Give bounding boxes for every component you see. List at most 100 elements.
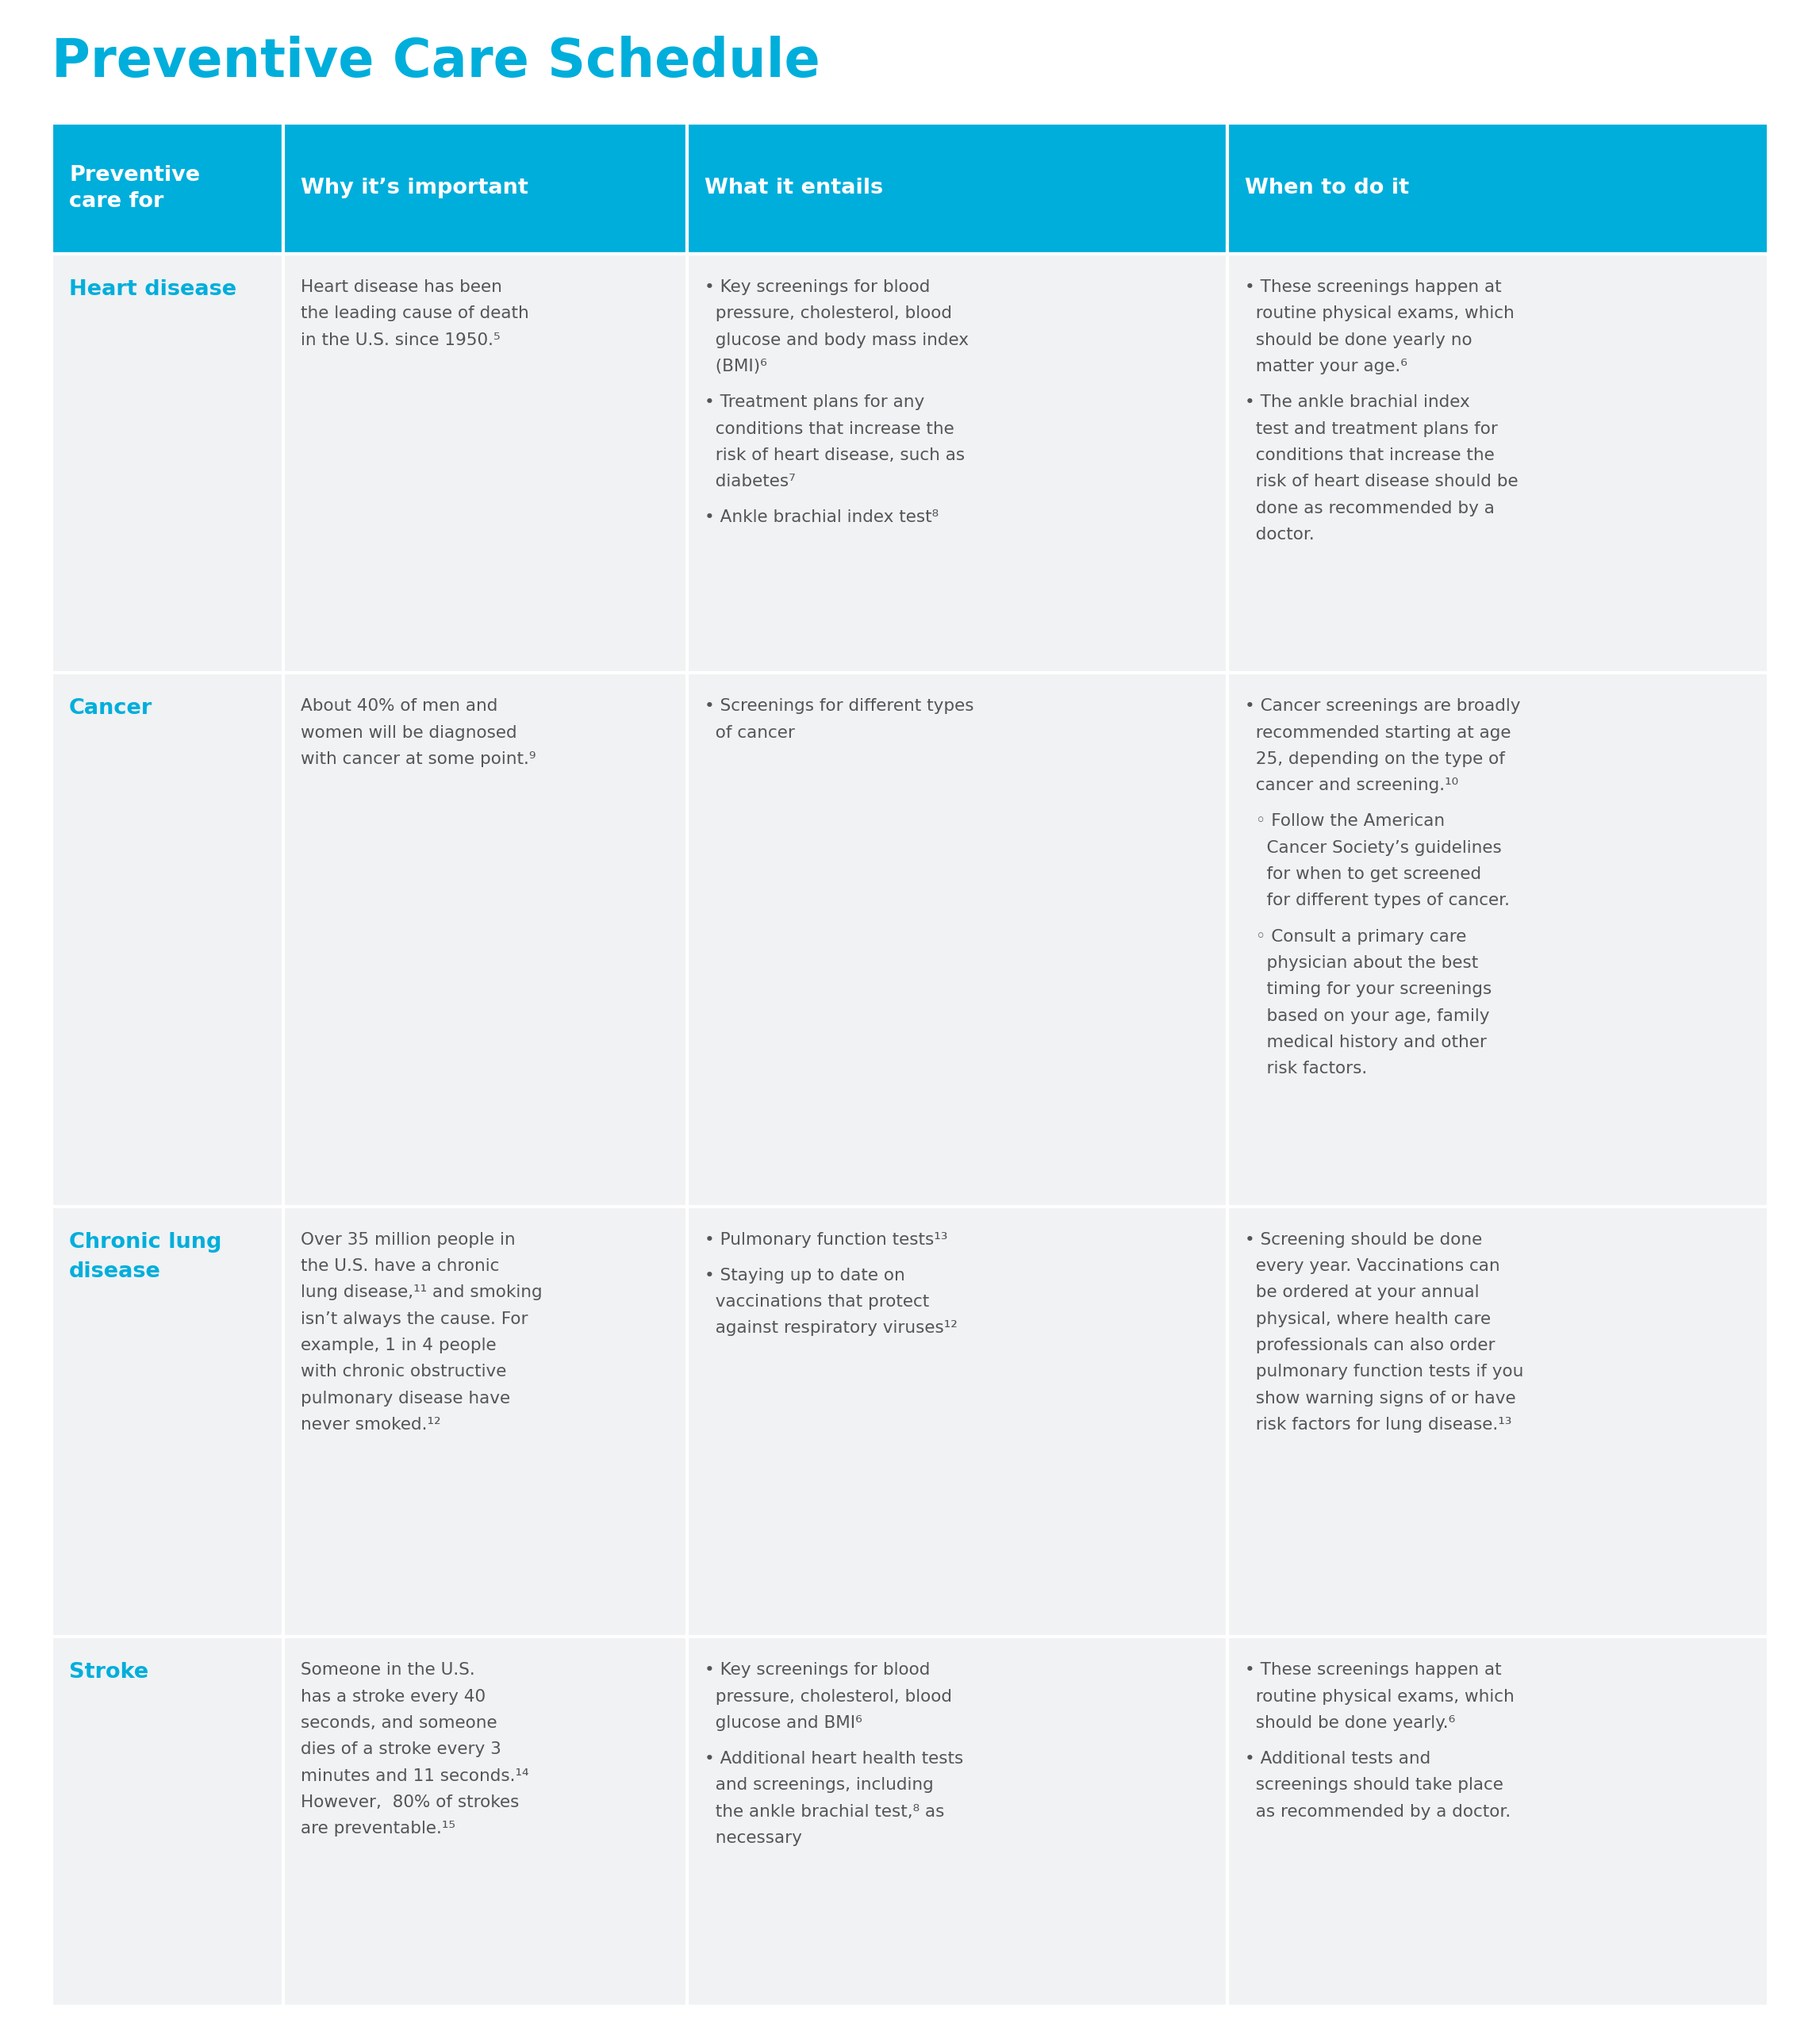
Text: necessary: necessary bbox=[704, 1830, 803, 1846]
Text: Heart disease: Heart disease bbox=[69, 280, 237, 300]
Text: cancer and screening.¹⁰: cancer and screening.¹⁰ bbox=[1245, 778, 1458, 794]
Bar bbox=[686, 1638, 1228, 2007]
Text: ◦ Follow the American: ◦ Follow the American bbox=[1245, 813, 1445, 829]
Bar bbox=[51, 123, 284, 253]
Bar bbox=[284, 253, 686, 674]
Text: lung disease,¹¹ and smoking: lung disease,¹¹ and smoking bbox=[300, 1284, 542, 1301]
Text: • Screening should be done: • Screening should be done bbox=[1245, 1231, 1483, 1248]
Bar bbox=[1228, 674, 1769, 1207]
Text: pressure, cholesterol, blood: pressure, cholesterol, blood bbox=[704, 1689, 952, 1705]
Text: done as recommended by a: done as recommended by a bbox=[1245, 500, 1494, 517]
Text: • The ankle brachial index: • The ankle brachial index bbox=[1245, 394, 1471, 410]
Text: has a stroke every 40: has a stroke every 40 bbox=[300, 1689, 486, 1705]
Text: for different types of cancer.: for different types of cancer. bbox=[1245, 892, 1511, 909]
Text: show warning signs of or have: show warning signs of or have bbox=[1245, 1391, 1516, 1407]
Text: timing for your screenings: timing for your screenings bbox=[1245, 982, 1492, 996]
Text: physician about the best: physician about the best bbox=[1245, 956, 1478, 970]
Text: Stroke: Stroke bbox=[69, 1662, 149, 1683]
Text: ◦ Consult a primary care: ◦ Consult a primary care bbox=[1245, 929, 1467, 945]
Text: • Key screenings for blood: • Key screenings for blood bbox=[704, 1662, 930, 1679]
Text: the leading cause of death: the leading cause of death bbox=[300, 306, 530, 321]
Text: physical, where health care: physical, where health care bbox=[1245, 1311, 1491, 1327]
Text: seconds, and someone: seconds, and someone bbox=[300, 1715, 497, 1732]
Text: glucose and BMI⁶: glucose and BMI⁶ bbox=[704, 1715, 863, 1732]
Text: • Screenings for different types: • Screenings for different types bbox=[704, 698, 974, 715]
Text: should be done yearly no: should be done yearly no bbox=[1245, 333, 1472, 347]
Text: example, 1 in 4 people: example, 1 in 4 people bbox=[300, 1338, 497, 1354]
Bar bbox=[284, 674, 686, 1207]
Text: risk factors.: risk factors. bbox=[1245, 1062, 1367, 1076]
Text: However,  80% of strokes: However, 80% of strokes bbox=[300, 1795, 519, 1811]
Text: with cancer at some point.⁹: with cancer at some point.⁹ bbox=[300, 751, 535, 768]
Text: • Ankle brachial index test⁸: • Ankle brachial index test⁸ bbox=[704, 510, 939, 525]
Text: • Treatment plans for any: • Treatment plans for any bbox=[704, 394, 925, 410]
Text: professionals can also order: professionals can also order bbox=[1245, 1338, 1496, 1354]
Text: • Cancer screenings are broadly: • Cancer screenings are broadly bbox=[1245, 698, 1522, 715]
Text: Preventive Care Schedule: Preventive Care Schedule bbox=[51, 35, 821, 88]
Text: the ankle brachial test,⁸ as: the ankle brachial test,⁸ as bbox=[704, 1803, 945, 1819]
Text: • Additional heart health tests: • Additional heart health tests bbox=[704, 1750, 963, 1766]
Text: doctor.: doctor. bbox=[1245, 527, 1314, 543]
Bar bbox=[284, 1207, 686, 1638]
Text: vaccinations that protect: vaccinations that protect bbox=[704, 1295, 928, 1309]
Text: disease: disease bbox=[69, 1262, 160, 1282]
Text: never smoked.¹²: never smoked.¹² bbox=[300, 1417, 440, 1433]
Bar bbox=[686, 253, 1228, 674]
Text: every year. Vaccinations can: every year. Vaccinations can bbox=[1245, 1258, 1500, 1274]
Bar bbox=[686, 1207, 1228, 1638]
Text: isn’t always the cause. For: isn’t always the cause. For bbox=[300, 1311, 528, 1327]
Text: 25, depending on the type of: 25, depending on the type of bbox=[1245, 751, 1505, 768]
Bar bbox=[1228, 1207, 1769, 1638]
Bar bbox=[284, 123, 686, 253]
Text: • Pulmonary function tests¹³: • Pulmonary function tests¹³ bbox=[704, 1231, 948, 1248]
Text: (BMI)⁶: (BMI)⁶ bbox=[704, 359, 766, 374]
Text: What it entails: What it entails bbox=[704, 178, 883, 198]
Bar bbox=[686, 674, 1228, 1207]
Text: • These screenings happen at: • These screenings happen at bbox=[1245, 280, 1502, 296]
Bar bbox=[1228, 1638, 1769, 2007]
Bar bbox=[51, 253, 284, 674]
Text: the U.S. have a chronic: the U.S. have a chronic bbox=[300, 1258, 499, 1274]
Text: women will be diagnosed: women will be diagnosed bbox=[300, 725, 517, 741]
Text: in the U.S. since 1950.⁵: in the U.S. since 1950.⁵ bbox=[300, 333, 500, 347]
Bar bbox=[51, 674, 284, 1207]
Text: screenings should take place: screenings should take place bbox=[1245, 1777, 1503, 1793]
Text: with chronic obstructive: with chronic obstructive bbox=[300, 1364, 506, 1380]
Bar bbox=[1228, 253, 1769, 674]
Text: Over 35 million people in: Over 35 million people in bbox=[300, 1231, 515, 1248]
Text: for when to get screened: for when to get screened bbox=[1245, 866, 1481, 882]
Text: pulmonary disease have: pulmonary disease have bbox=[300, 1391, 510, 1407]
Text: minutes and 11 seconds.¹⁴: minutes and 11 seconds.¹⁴ bbox=[300, 1768, 530, 1785]
Text: risk of heart disease, such as: risk of heart disease, such as bbox=[704, 447, 965, 464]
Text: When to do it: When to do it bbox=[1245, 178, 1409, 198]
Text: test and treatment plans for: test and treatment plans for bbox=[1245, 421, 1498, 437]
Bar bbox=[686, 123, 1228, 253]
Bar bbox=[1228, 123, 1769, 253]
Text: Chronic lung: Chronic lung bbox=[69, 1231, 222, 1252]
Text: against respiratory viruses¹²: against respiratory viruses¹² bbox=[704, 1321, 957, 1335]
Text: conditions that increase the: conditions that increase the bbox=[704, 421, 954, 437]
Text: pulmonary function tests if you: pulmonary function tests if you bbox=[1245, 1364, 1523, 1380]
Text: Cancer: Cancer bbox=[69, 698, 153, 719]
Text: risk of heart disease should be: risk of heart disease should be bbox=[1245, 474, 1518, 490]
Text: About 40% of men and: About 40% of men and bbox=[300, 698, 499, 715]
Text: Someone in the U.S.: Someone in the U.S. bbox=[300, 1662, 475, 1679]
Text: • Key screenings for blood: • Key screenings for blood bbox=[704, 280, 930, 296]
Text: as recommended by a doctor.: as recommended by a doctor. bbox=[1245, 1803, 1511, 1819]
Text: diabetes⁷: diabetes⁷ bbox=[704, 474, 795, 490]
Text: matter your age.⁶: matter your age.⁶ bbox=[1245, 359, 1407, 374]
Text: • Additional tests and: • Additional tests and bbox=[1245, 1750, 1431, 1766]
Text: medical history and other: medical history and other bbox=[1245, 1035, 1487, 1050]
Text: conditions that increase the: conditions that increase the bbox=[1245, 447, 1494, 464]
Text: should be done yearly.⁶: should be done yearly.⁶ bbox=[1245, 1715, 1456, 1732]
Text: are preventable.¹⁵: are preventable.¹⁵ bbox=[300, 1821, 455, 1838]
Text: pressure, cholesterol, blood: pressure, cholesterol, blood bbox=[704, 306, 952, 321]
Text: routine physical exams, which: routine physical exams, which bbox=[1245, 1689, 1514, 1705]
Text: recommended starting at age: recommended starting at age bbox=[1245, 725, 1511, 741]
Text: of cancer: of cancer bbox=[704, 725, 795, 741]
Text: • These screenings happen at: • These screenings happen at bbox=[1245, 1662, 1502, 1679]
Text: Why it’s important: Why it’s important bbox=[300, 178, 528, 198]
Text: based on your age, family: based on your age, family bbox=[1245, 1009, 1491, 1023]
Text: routine physical exams, which: routine physical exams, which bbox=[1245, 306, 1514, 321]
Text: Heart disease has been: Heart disease has been bbox=[300, 280, 502, 296]
